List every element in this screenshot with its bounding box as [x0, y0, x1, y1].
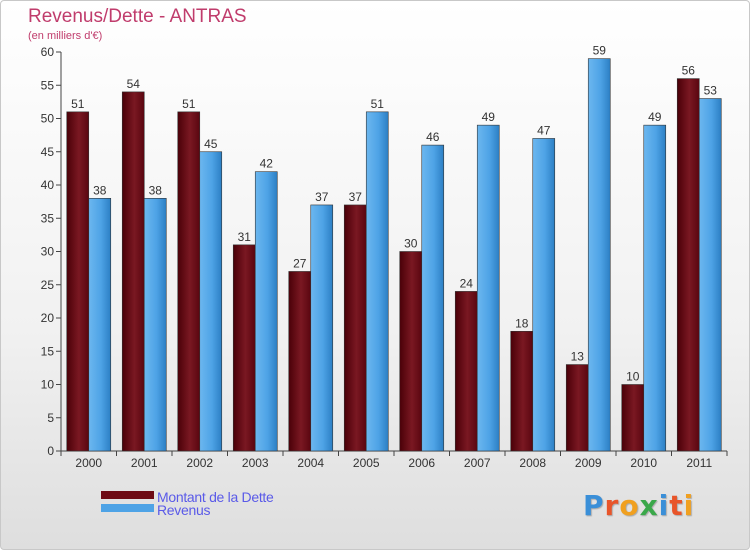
bar-revenus	[88, 198, 112, 452]
x-tick-label: 2005	[353, 456, 380, 470]
bar-revenus	[587, 58, 611, 452]
x-tick-label: 2010	[630, 456, 657, 470]
y-tick-label: 15	[41, 344, 55, 358]
y-tick-label: 0	[47, 444, 54, 458]
data-label-dette: 37	[349, 190, 363, 204]
data-label-revenus: 53	[704, 84, 718, 98]
bar-revenus	[199, 151, 223, 452]
y-tick-label: 5	[47, 411, 54, 425]
bar-revenus	[365, 111, 389, 452]
data-label-revenus: 46	[426, 130, 440, 144]
x-tick-label: 2011	[686, 456, 712, 470]
legend-label-dette: Montant de la Dette	[157, 489, 274, 505]
bar-revenus	[143, 198, 167, 452]
y-tick-label: 30	[41, 245, 55, 259]
data-label-dette: 18	[515, 316, 529, 330]
data-label-dette: 13	[571, 350, 585, 364]
bar-dette	[121, 91, 145, 452]
data-label-revenus: 59	[593, 44, 607, 58]
data-label-dette: 54	[127, 77, 141, 91]
x-tick-label: 2009	[575, 456, 602, 470]
data-label-dette: 56	[682, 64, 696, 78]
bar-revenus	[254, 171, 278, 452]
x-tick-label: 2002	[186, 456, 213, 470]
y-tick-label: 10	[41, 378, 55, 392]
x-tick-label: 2008	[519, 456, 546, 470]
data-label-revenus: 38	[149, 183, 163, 197]
x-tick-label: 2000	[75, 456, 102, 470]
bar-revenus	[698, 98, 722, 452]
axes: 0 5 10 15 20 25 30 35 40 45 50 55 60 2000 2001 2002 2003…	[41, 45, 728, 470]
data-label-revenus: 51	[371, 97, 385, 111]
bar-dette	[343, 204, 367, 452]
legend-swatch-revenus	[101, 504, 154, 512]
y-tick-label: 25	[41, 278, 55, 292]
data-label-dette: 27	[293, 256, 307, 270]
data-label-revenus: 45	[204, 137, 218, 151]
data-labels: 51 54 51 31 27 37 30 24 18 13 10 56 38 38 45 42 37 51 46 49…	[71, 44, 717, 384]
bar-dette	[232, 244, 256, 452]
data-label-revenus: 37	[315, 190, 329, 204]
data-label-revenus: 49	[482, 110, 496, 124]
y-tick-label: 40	[41, 178, 55, 192]
y-tick-label: 60	[41, 45, 55, 59]
data-label-revenus: 42	[260, 157, 274, 171]
legend-label-revenus: Revenus	[157, 502, 211, 518]
data-label-revenus: 49	[648, 110, 662, 124]
bar-dette	[66, 111, 90, 452]
y-tick-label: 35	[41, 211, 55, 225]
bar-dette	[621, 384, 645, 452]
x-tick-label: 2001	[131, 456, 158, 470]
bar-dette	[177, 111, 201, 452]
y-tick-label: 50	[41, 112, 55, 126]
bar-revenus	[476, 124, 500, 452]
bar-dette	[510, 330, 534, 452]
data-label-dette: 24	[460, 276, 474, 290]
bar-dette	[399, 251, 423, 452]
y-tick-label: 55	[41, 78, 55, 92]
data-label-dette: 10	[626, 370, 640, 384]
chart-subtitle: (en milliers d'€)	[28, 30, 103, 42]
data-label-revenus: 38	[93, 183, 107, 197]
y-tick-label: 45	[41, 145, 55, 159]
x-tick-label: 2006	[408, 456, 435, 470]
bar-dette	[565, 364, 589, 452]
x-tick-label: 2007	[464, 456, 491, 470]
bar-revenus	[310, 204, 334, 452]
data-label-dette: 51	[182, 97, 196, 111]
bar-dette	[676, 78, 700, 452]
y-tick-label: 20	[41, 311, 55, 325]
x-tick-label: 2004	[297, 456, 324, 470]
chart-title: Revenus/Dette - ANTRAS	[28, 6, 247, 27]
bar-dette	[288, 271, 312, 452]
legend-swatch-dette	[101, 491, 154, 499]
bars	[66, 58, 722, 452]
bar-dette	[454, 291, 478, 452]
bar-revenus	[532, 138, 556, 452]
data-label-dette: 31	[238, 230, 252, 244]
x-tick-label: 2003	[242, 456, 269, 470]
bar-revenus	[421, 144, 445, 452]
bar-revenus	[643, 124, 667, 452]
data-label-revenus: 47	[537, 123, 551, 137]
proxiti-logo: Proxiti	[583, 489, 695, 522]
data-label-dette: 30	[404, 237, 418, 251]
data-label-dette: 51	[71, 97, 85, 111]
